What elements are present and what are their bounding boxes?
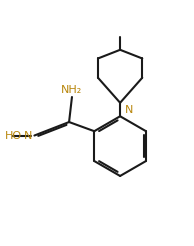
Text: N: N bbox=[125, 105, 133, 115]
Text: HO: HO bbox=[4, 131, 22, 140]
Text: NH₂: NH₂ bbox=[61, 85, 83, 95]
Text: N: N bbox=[24, 131, 32, 141]
